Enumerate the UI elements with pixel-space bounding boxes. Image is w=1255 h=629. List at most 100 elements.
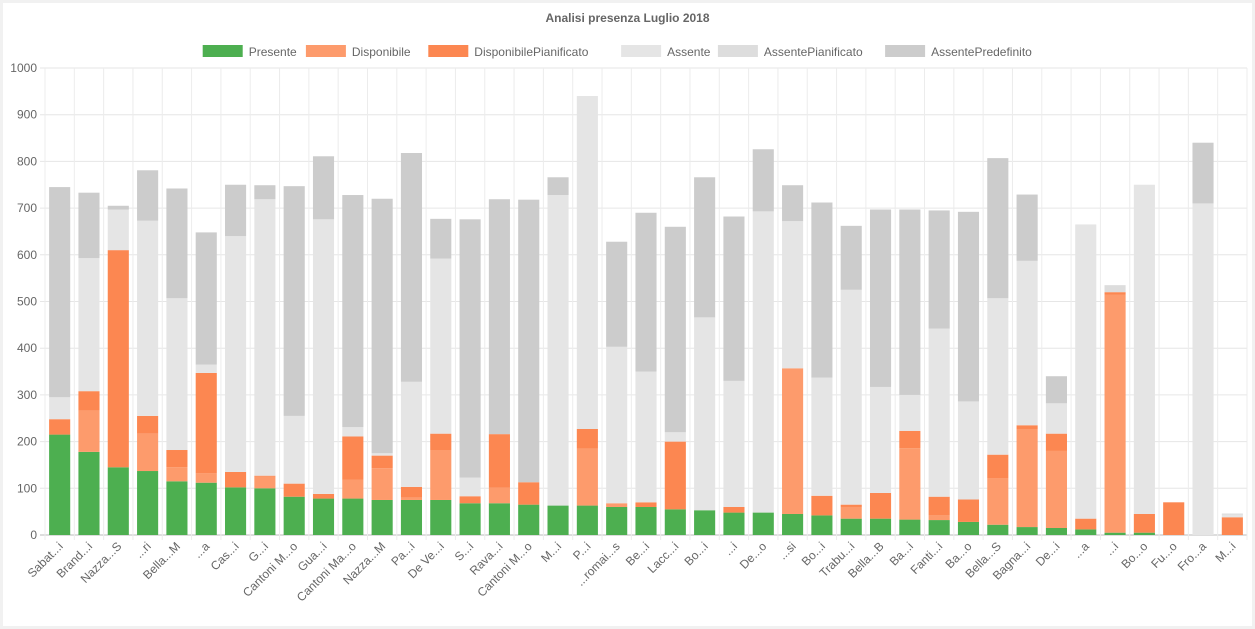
bar-segment[interactable] <box>987 158 1009 299</box>
bar-segment[interactable] <box>107 205 129 210</box>
bar-segment[interactable] <box>107 250 129 468</box>
bar-segment[interactable] <box>371 455 393 469</box>
bar-segment[interactable] <box>606 346 628 504</box>
bar-segment[interactable] <box>78 258 100 392</box>
bar-segment[interactable] <box>987 454 1009 479</box>
bar-segment[interactable] <box>869 209 892 387</box>
bar-segment[interactable] <box>342 427 364 437</box>
bar-segment[interactable] <box>782 368 804 514</box>
bar-segment[interactable] <box>1045 527 1067 535</box>
legend-swatch[interactable] <box>621 45 662 57</box>
bar-segment[interactable] <box>782 513 804 535</box>
bar-segment[interactable] <box>342 498 364 535</box>
bar-segment[interactable] <box>1192 203 1214 535</box>
bar-segment[interactable] <box>49 419 71 435</box>
bar-segment[interactable] <box>1045 450 1067 528</box>
bar-segment[interactable] <box>166 188 188 299</box>
bar-segment[interactable] <box>1104 532 1126 535</box>
legend-label[interactable]: Presente <box>249 45 297 59</box>
bar-segment[interactable] <box>137 415 159 434</box>
bar-segment[interactable] <box>1016 260 1038 426</box>
bar-segment[interactable] <box>723 506 745 513</box>
bar-segment[interactable] <box>1045 376 1067 404</box>
bar-segment[interactable] <box>664 432 686 442</box>
bar-segment[interactable] <box>899 430 921 449</box>
bar-segment[interactable] <box>137 170 159 221</box>
bar-segment[interactable] <box>752 211 774 513</box>
bar-segment[interactable] <box>342 195 364 428</box>
bar-segment[interactable] <box>1133 532 1155 535</box>
bar-segment[interactable] <box>635 212 657 372</box>
bar-segment[interactable] <box>1016 425 1038 429</box>
bar-segment[interactable] <box>928 520 950 535</box>
bar-segment[interactable] <box>1104 292 1126 295</box>
bar-segment[interactable] <box>400 497 423 500</box>
bar-segment[interactable] <box>342 479 364 499</box>
bar-segment[interactable] <box>840 225 862 290</box>
legend-swatch[interactable] <box>428 45 469 57</box>
bar-segment[interactable] <box>459 477 481 497</box>
bar-segment[interactable] <box>371 468 393 500</box>
bar-segment[interactable] <box>547 195 569 506</box>
bar-segment[interactable] <box>1133 513 1155 533</box>
bar-segment[interactable] <box>430 218 452 259</box>
bar-segment[interactable] <box>576 96 598 429</box>
bar-segment[interactable] <box>1075 224 1097 519</box>
bar-segment[interactable] <box>400 152 423 382</box>
bar-segment[interactable] <box>840 504 862 507</box>
bar-segment[interactable] <box>1221 514 1243 518</box>
bar-segment[interactable] <box>635 506 657 535</box>
bar-segment[interactable] <box>518 504 540 535</box>
bar-segment[interactable] <box>1192 142 1214 204</box>
bar-segment[interactable] <box>459 496 481 504</box>
bar-segment[interactable] <box>840 289 862 505</box>
bar-segment[interactable] <box>225 236 247 472</box>
bar-segment[interactable] <box>1045 403 1067 434</box>
bar-segment[interactable] <box>78 451 100 535</box>
bar-segment[interactable] <box>694 317 716 511</box>
bar-segment[interactable] <box>518 199 540 483</box>
bar-segment[interactable] <box>254 185 276 200</box>
bar-segment[interactable] <box>811 202 833 378</box>
bar-segment[interactable] <box>78 391 100 411</box>
bar-segment[interactable] <box>254 199 276 476</box>
bar-segment[interactable] <box>342 436 364 480</box>
bar-segment[interactable] <box>195 473 217 483</box>
bar-segment[interactable] <box>459 219 481 478</box>
legend-label[interactable]: AssentePianificato <box>764 45 863 59</box>
bar-segment[interactable] <box>488 434 510 488</box>
bar-segment[interactable] <box>987 478 1009 525</box>
bar-segment[interactable] <box>166 481 188 535</box>
bar-segment[interactable] <box>987 524 1009 535</box>
bar-segment[interactable] <box>899 209 921 395</box>
bar-segment[interactable] <box>1221 517 1243 535</box>
bar-segment[interactable] <box>752 512 774 535</box>
bar-segment[interactable] <box>1016 194 1038 261</box>
bar-segment[interactable] <box>283 186 305 416</box>
bar-segment[interactable] <box>1104 294 1126 533</box>
bar-segment[interactable] <box>957 521 980 535</box>
bar-segment[interactable] <box>225 471 247 488</box>
bar-segment[interactable] <box>928 496 950 516</box>
bar-segment[interactable] <box>869 492 892 519</box>
bar-segment[interactable] <box>928 515 950 521</box>
bar-segment[interactable] <box>312 156 335 220</box>
bar-segment[interactable] <box>518 482 540 505</box>
legend-label[interactable]: Assente <box>667 45 711 59</box>
bar-segment[interactable] <box>547 505 569 535</box>
bar-segment[interactable] <box>869 518 892 535</box>
bar-segment[interactable] <box>49 434 71 535</box>
bar-segment[interactable] <box>225 184 247 237</box>
bar-segment[interactable] <box>957 211 980 402</box>
bar-segment[interactable] <box>606 503 628 507</box>
bar-segment[interactable] <box>1133 184 1155 514</box>
bar-segment[interactable] <box>752 149 774 212</box>
bar-segment[interactable] <box>664 509 686 535</box>
bar-segment[interactable] <box>1075 529 1097 535</box>
legend-swatch[interactable] <box>202 45 243 57</box>
bar-segment[interactable] <box>840 518 862 535</box>
bar-segment[interactable] <box>840 506 862 519</box>
bar-segment[interactable] <box>694 510 716 535</box>
bar-segment[interactable] <box>312 493 335 499</box>
bar-segment[interactable] <box>488 503 510 535</box>
